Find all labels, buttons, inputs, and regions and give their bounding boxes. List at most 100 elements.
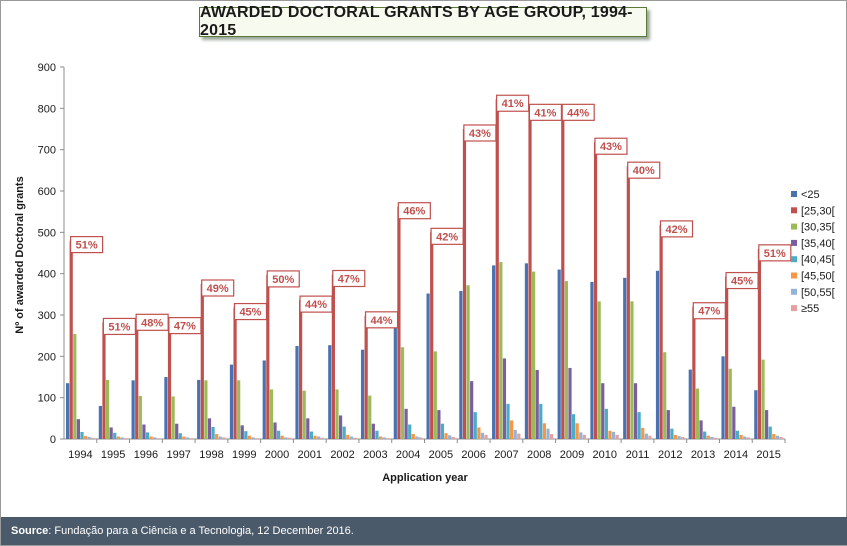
bar [695, 388, 700, 439]
x-tick-label: 2005 [429, 449, 453, 461]
bar [120, 437, 124, 439]
bar [251, 437, 255, 439]
bar [710, 436, 714, 439]
bar [470, 381, 474, 439]
bar [113, 432, 117, 439]
bar [564, 281, 568, 439]
share-annotation-box [758, 244, 792, 262]
bar [604, 408, 608, 439]
y-tick-label: 300 [38, 310, 56, 322]
legend-swatch [791, 191, 797, 197]
bar [499, 262, 503, 439]
bar [754, 390, 758, 439]
share-annotation-label: 47% [698, 306, 720, 318]
bar [247, 435, 252, 439]
bar [80, 431, 84, 439]
bar [328, 345, 332, 439]
bar [430, 232, 434, 439]
bar [222, 437, 226, 439]
bar [706, 435, 710, 439]
bar [280, 435, 284, 439]
legend-swatch [791, 223, 797, 230]
bar [492, 265, 496, 439]
share-annotation-box [692, 302, 726, 320]
bar [655, 270, 660, 439]
share-annotation-label: 49% [207, 283, 229, 295]
share-annotation-box [233, 302, 268, 321]
bar [659, 224, 663, 439]
legend-label: [30,35[ [801, 222, 835, 234]
bar [571, 414, 576, 439]
bar [277, 430, 281, 439]
bar [535, 369, 539, 439]
bar [743, 436, 747, 439]
legend-swatch [791, 305, 797, 312]
bar [601, 383, 605, 439]
share-annotation-label: 40% [633, 165, 655, 177]
share-annotation-label: 44% [305, 299, 327, 311]
legend-swatch [791, 239, 797, 246]
bar [411, 434, 415, 439]
bar [400, 347, 405, 439]
share-annotation-label: 45% [731, 276, 753, 288]
y-tick-label: 400 [38, 269, 56, 281]
x-tick-label: 2011 [626, 449, 650, 461]
x-tick-label: 2002 [330, 449, 354, 461]
bar [779, 436, 783, 439]
bar [76, 419, 80, 439]
x-tick-label: 1998 [199, 449, 223, 461]
x-tick-label: 2007 [494, 449, 518, 461]
bar [677, 436, 681, 439]
bar [320, 437, 324, 439]
bar [378, 436, 383, 439]
bar [371, 423, 375, 439]
bar [721, 356, 725, 439]
bar [207, 418, 212, 439]
y-tick-label: 200 [38, 351, 56, 363]
bar [648, 435, 652, 439]
bar [135, 318, 139, 439]
share-annotation-label: 42% [665, 224, 687, 236]
bar [368, 395, 372, 439]
bars-layer [66, 99, 783, 440]
x-tick-label: 2000 [265, 449, 289, 461]
annotations-layer: 51% 51% 48% 47% 49% 45% 50% 44% 47% 44% 46% 42% 43% 4… [69, 94, 792, 336]
y-tick-label: 800 [38, 103, 56, 115]
x-tick-label: 2009 [560, 449, 584, 461]
bar [149, 436, 153, 439]
legend-label: [45,50[ [801, 271, 835, 283]
share-annotation-label: 44% [567, 107, 589, 119]
bar [360, 349, 365, 439]
bar [375, 430, 379, 439]
legend-layer: <25 [25,30[[30,35[[35,40[[40,45[[45,50[[5… [791, 189, 835, 315]
bar [83, 436, 88, 439]
chart-title: AWARDED DOCTORAL GRANTS BY AGE GROUP, 19… [200, 4, 633, 39]
bar [105, 379, 110, 439]
bar [331, 274, 335, 439]
axes-layer: 0 100 200 300 400 500 600 700 800 900 1994 1995 1996… [38, 62, 786, 461]
x-tick-label: 1996 [134, 449, 158, 461]
legend-label: ≥55 [801, 303, 819, 315]
bar [346, 434, 350, 439]
bar [200, 284, 204, 439]
bar [699, 420, 703, 439]
bar [597, 301, 601, 439]
bar [542, 423, 546, 439]
bar [164, 377, 168, 439]
bar [608, 430, 612, 439]
bar [666, 410, 670, 439]
bar [342, 426, 346, 439]
x-tick-label: 1999 [232, 449, 256, 461]
bar [142, 424, 146, 439]
y-tick-label: 100 [38, 393, 56, 405]
bar [215, 434, 219, 439]
bar [459, 291, 463, 439]
bar [761, 359, 765, 439]
bar [211, 427, 215, 439]
bar [451, 436, 455, 439]
bar [185, 437, 190, 439]
bar [386, 438, 390, 439]
share-annotation-label: 47% [338, 273, 360, 285]
share-annotation-box [594, 137, 628, 155]
bar [615, 434, 619, 439]
